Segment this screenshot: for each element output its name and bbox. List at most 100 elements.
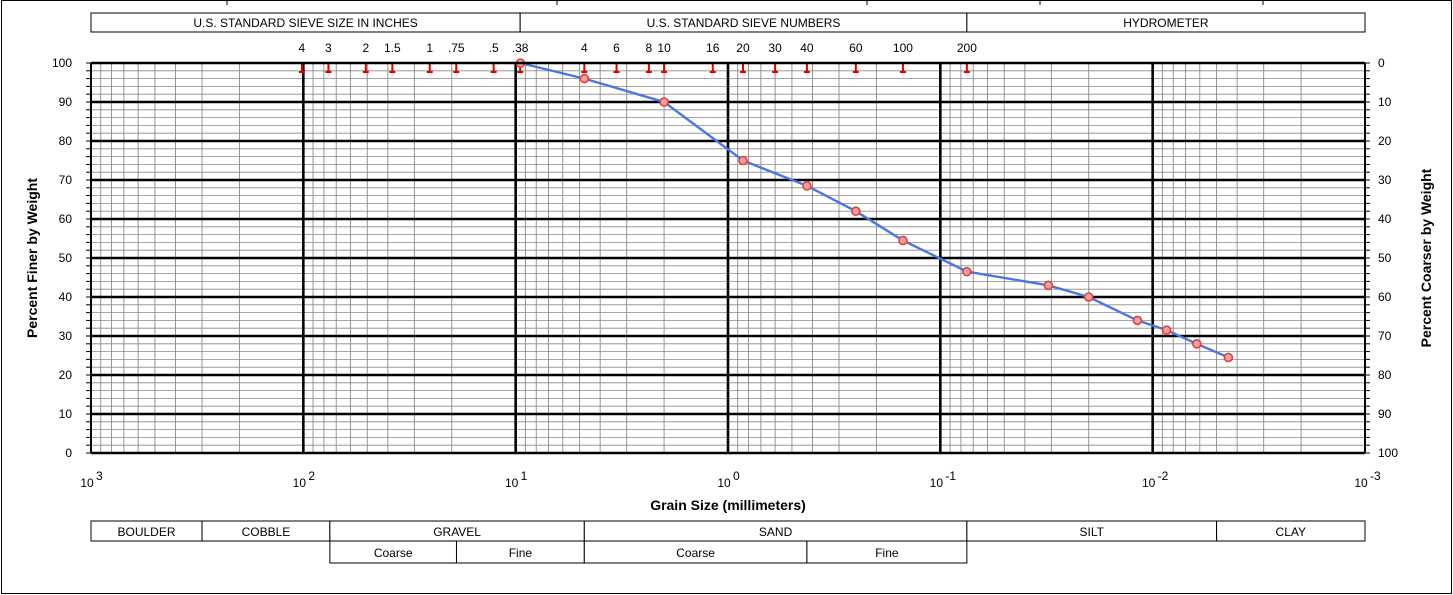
x-tick-label-exponent: 1 bbox=[521, 469, 528, 483]
subclass-cell bbox=[806, 540, 968, 564]
x-tick-label: 10 -3 bbox=[1354, 469, 1381, 490]
sieve-size-label: 2 bbox=[362, 41, 369, 55]
header-cell bbox=[966, 12, 1366, 33]
sieve-size-label: .38 bbox=[512, 41, 529, 55]
x-tick-label-base: 10 bbox=[717, 476, 731, 490]
x-tick-label: 10 -2 bbox=[1142, 469, 1169, 490]
sieve-size-label: 4 bbox=[581, 41, 588, 55]
x-tick-label-base: 10 bbox=[293, 476, 307, 490]
y-tick-label-left: 70 bbox=[59, 173, 73, 187]
sieve-size-label: 100 bbox=[893, 41, 913, 55]
gradation-data-point bbox=[1083, 292, 1094, 302]
class-cell-label: SAND bbox=[759, 525, 793, 539]
class-cell-label: COBBLE bbox=[242, 525, 291, 539]
y-tick-label-left: 40 bbox=[59, 290, 73, 304]
x-tick-label: 10 -1 bbox=[930, 469, 957, 490]
soil-classification-table: BOULDER COBBLE GRAVEL SAND SILT CLAY Coarse Fin… bbox=[90, 520, 1366, 564]
gradation-data-point bbox=[1043, 280, 1054, 291]
gradation-data-point bbox=[1191, 338, 1202, 349]
y-tick-label-left: 100 bbox=[52, 56, 72, 70]
class-cell-label: SILT bbox=[1079, 525, 1104, 539]
gradation-data-point bbox=[1223, 352, 1234, 363]
x-tick-label-base: 10 bbox=[930, 476, 944, 490]
y-tick-label-right: 30 bbox=[1378, 173, 1392, 187]
x-tick-label-base: 10 bbox=[1354, 476, 1368, 490]
subclass-cell-label: Coarse bbox=[676, 546, 715, 560]
sieve-size-label: 8 bbox=[645, 41, 652, 55]
sieve-size-label: .75 bbox=[448, 41, 465, 55]
y-tick-label-right: 50 bbox=[1378, 251, 1392, 265]
y-tick-label-right: 60 bbox=[1378, 290, 1392, 304]
x-axis-title: Grain Size (millimeters) bbox=[650, 497, 806, 513]
subclass-cell-label: Fine bbox=[509, 546, 533, 560]
class-cell-label: GRAVEL bbox=[433, 525, 481, 539]
subclass-cell-label: Fine bbox=[875, 546, 899, 560]
gradation-data-point bbox=[1132, 315, 1143, 326]
y-tick-label-right: 90 bbox=[1378, 407, 1392, 421]
y-tick-label-left: 50 bbox=[59, 251, 73, 265]
sieve-markers: 4 3 2 1.5 1 .75 .5 .38 4 6 8 10 16 20 30 40 60 100 200 bbox=[299, 41, 977, 73]
header-cell-label: U.S. STANDARD SIEVE NUMBERS bbox=[647, 16, 841, 30]
sieve-size-label: 16 bbox=[706, 41, 720, 55]
x-tick-label: 10 2 bbox=[293, 469, 316, 490]
x-tick-label-exponent: -3 bbox=[1370, 469, 1381, 483]
x-tick-label-base: 10 bbox=[80, 476, 94, 490]
sieve-header-table: U.S. STANDARD SIEVE SIZE IN INCHES U.S. S… bbox=[90, 12, 1366, 33]
sieve-size-label: 60 bbox=[849, 41, 863, 55]
class-cell bbox=[1216, 520, 1366, 542]
x-tick-label-exponent: 3 bbox=[96, 469, 103, 483]
gradation-data-point bbox=[851, 206, 861, 216]
header-cell-label: HYDROMETER bbox=[1123, 16, 1209, 30]
subclass-cell-label: Coarse bbox=[374, 546, 413, 560]
sieve-size-label: 1.5 bbox=[384, 41, 401, 55]
x-tick-label: 10 0 bbox=[717, 469, 740, 490]
sieve-size-label: 200 bbox=[957, 41, 977, 55]
y-tick-label-right: 20 bbox=[1378, 134, 1392, 148]
x-tick-label-exponent: 2 bbox=[308, 469, 315, 483]
sieve-size-label: 40 bbox=[800, 41, 814, 55]
gradation-series bbox=[515, 58, 1234, 363]
x-tick-label-base: 10 bbox=[1142, 476, 1156, 490]
chart-axes: 0 10 20 30 40 50 60 70 80 90 100 100 90 80 70 60 50 40 30 2… bbox=[24, 56, 1434, 513]
y-tick-label-right: 70 bbox=[1378, 329, 1392, 343]
sieve-size-label: 30 bbox=[768, 41, 782, 55]
x-tick-label-base: 10 bbox=[505, 476, 519, 490]
gradation-data-point bbox=[802, 181, 812, 191]
y-tick-label-left: 20 bbox=[59, 368, 73, 382]
y-tick-label-left: 60 bbox=[59, 212, 73, 226]
gradation-data-point bbox=[962, 266, 972, 277]
sieve-size-label: 6 bbox=[613, 41, 620, 55]
y-tick-label-left: 30 bbox=[59, 329, 73, 343]
x-tick-label: 10 1 bbox=[505, 469, 528, 490]
gradation-data-point bbox=[1161, 325, 1172, 335]
sieve-size-label: 1 bbox=[426, 41, 433, 55]
header-cell-label: U.S. STANDARD SIEVE SIZE IN INCHES bbox=[193, 16, 417, 30]
sieve-size-label: 10 bbox=[657, 41, 671, 55]
y-tick-label-left: 80 bbox=[59, 134, 73, 148]
y-axis-title-right: Percent Coarser by Weight bbox=[1418, 168, 1434, 347]
gradation-data-point bbox=[579, 73, 590, 84]
class-cell-label: BOULDER bbox=[118, 525, 176, 539]
chart-gridlines bbox=[91, 63, 1365, 453]
y-tick-label-left: 90 bbox=[59, 95, 73, 109]
sieve-size-label: .5 bbox=[489, 41, 499, 55]
x-tick-label-exponent: -2 bbox=[1158, 469, 1169, 483]
y-tick-label-left: 10 bbox=[59, 407, 73, 421]
y-tick-label-right: 40 bbox=[1378, 212, 1392, 226]
x-tick-label: 10 3 bbox=[80, 469, 103, 490]
y-axis-title-left: Percent Finer by Weight bbox=[24, 178, 40, 338]
gradation-data-point bbox=[738, 155, 748, 166]
y-tick-label-right: 0 bbox=[1378, 56, 1385, 70]
y-tick-label-right: 80 bbox=[1378, 368, 1392, 382]
sieve-size-label: 4 bbox=[299, 41, 306, 55]
class-cell-label: CLAY bbox=[1276, 525, 1306, 539]
y-tick-label-right: 10 bbox=[1378, 95, 1392, 109]
y-tick-label-right: 100 bbox=[1378, 446, 1398, 460]
x-tick-label-exponent: -1 bbox=[945, 469, 956, 483]
sieve-size-label: 3 bbox=[325, 41, 332, 55]
gradation-data-point bbox=[898, 235, 908, 246]
